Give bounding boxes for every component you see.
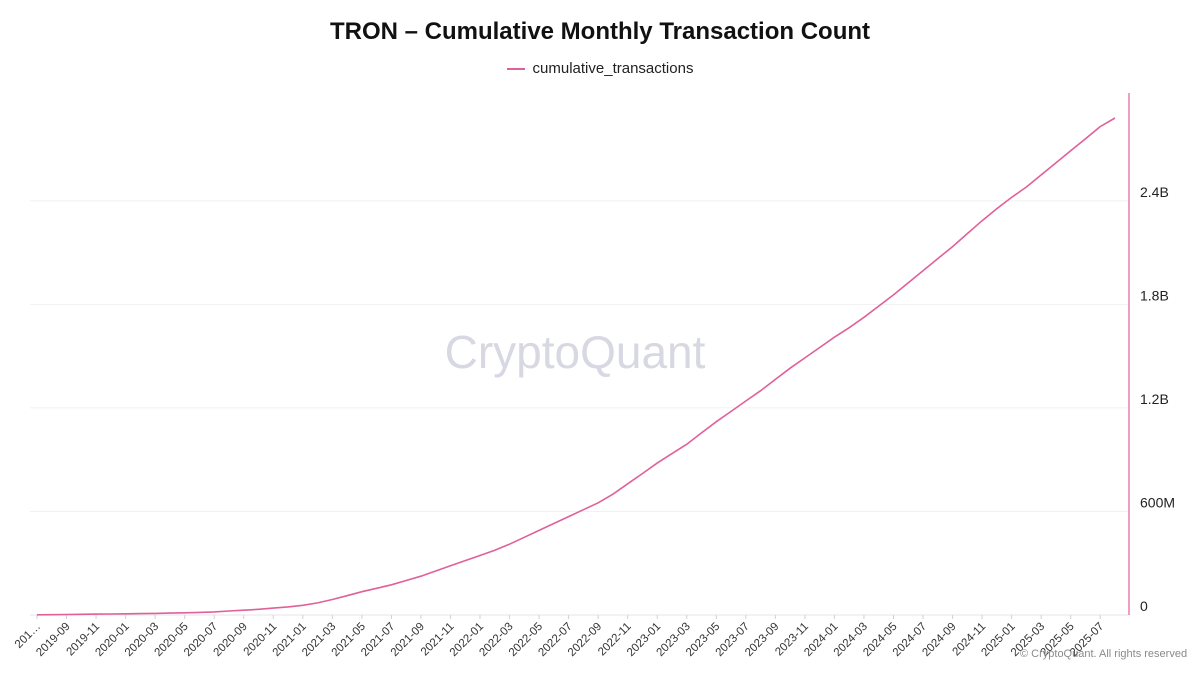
series-line-cumulative-transactions [36,117,1116,616]
y-tick-label: 0 [1140,598,1148,614]
watermark: CryptoQuant [445,326,706,378]
y-tick-label: 1.8B [1140,287,1169,303]
y-tick-label: 600M [1140,494,1175,510]
y-axis: 0 600M 1.2B 1.8B 2.4B [1140,184,1175,614]
copyright-footer: © CryptoQuant. All rights reserved [1020,648,1188,660]
chart-title: TRON – Cumulative Monthly Transaction Co… [329,18,871,45]
y-tick-label: 2.4B [1140,184,1169,200]
legend-swatch [506,67,525,70]
y-tick-label: 1.2B [1140,391,1169,407]
x-axis: 201…2019-092019-112020-012020-032020-052… [13,615,1106,659]
legend-label: cumulative_transactions [532,60,694,77]
legend[interactable]: cumulative_transactions [0,60,1200,77]
